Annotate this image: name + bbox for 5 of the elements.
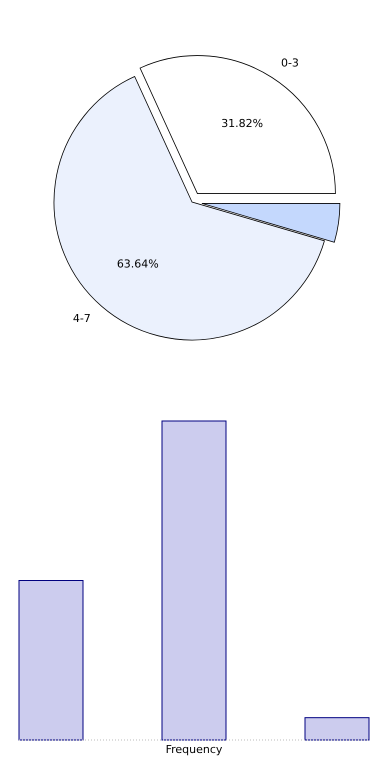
- x-axis-title: Frequency: [166, 743, 223, 756]
- data-label: 31.82%: [221, 116, 264, 130]
- slice-label: 4-7: [72, 312, 91, 325]
- slice-label: 0-3: [280, 56, 299, 70]
- data-label: 63.64%: [116, 258, 159, 271]
